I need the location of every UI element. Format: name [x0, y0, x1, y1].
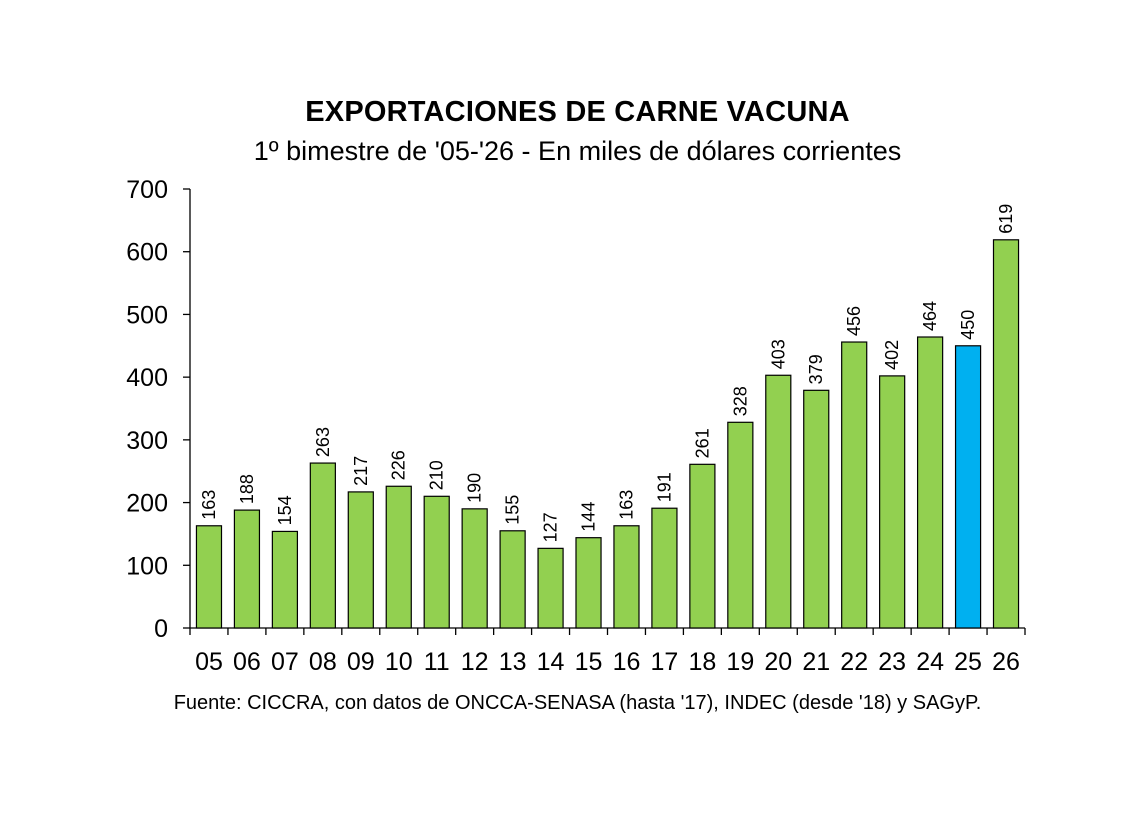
bar-08	[309, 462, 336, 629]
y-tick-label: 300	[126, 427, 168, 455]
value-label-10: 226	[389, 450, 409, 480]
bar-10	[385, 485, 412, 629]
y-tick-label: 600	[126, 239, 168, 267]
bar-14	[537, 547, 564, 629]
x-tick-label-25: 25	[954, 648, 982, 676]
bar-22	[841, 341, 868, 629]
bar-09	[347, 491, 374, 629]
x-tick-label-13: 13	[499, 648, 527, 676]
y-tick-label: 500	[126, 301, 168, 329]
bar-13	[499, 530, 526, 629]
value-label-08: 263	[313, 427, 333, 457]
value-label-16: 163	[616, 490, 636, 520]
x-tick-label-17: 17	[651, 648, 679, 676]
bar-24	[916, 336, 944, 629]
bar-25	[954, 345, 982, 629]
bar-16	[613, 525, 640, 629]
x-tick-label-22: 22	[840, 648, 868, 676]
y-tick-label: 200	[126, 490, 168, 518]
bar-20	[765, 374, 792, 629]
x-tick-label-16: 16	[613, 648, 641, 676]
value-label-23: 402	[882, 340, 902, 370]
chart-subtitle: 1º bimestre de '05-'26 - En miles de dól…	[253, 136, 902, 166]
value-label-24: 464	[920, 301, 940, 331]
bar-19	[727, 421, 754, 629]
x-tick-label-26: 26	[992, 648, 1020, 676]
value-label-13: 155	[503, 495, 523, 525]
x-tick-label-12: 12	[461, 648, 489, 676]
value-label-17: 191	[654, 472, 674, 502]
bar-18	[689, 463, 716, 629]
x-tick-label-14: 14	[537, 648, 565, 676]
bar-21	[803, 389, 830, 629]
x-tick-label-11: 11	[424, 648, 450, 676]
x-tick-label-10: 10	[385, 648, 413, 676]
bar-15	[575, 537, 602, 629]
x-tick-label-08: 08	[309, 648, 337, 676]
x-tick-label-09: 09	[347, 648, 375, 676]
value-label-26: 619	[996, 204, 1016, 234]
x-tick-label-19: 19	[726, 648, 754, 676]
value-label-06: 188	[237, 474, 257, 504]
x-tick-label-15: 15	[575, 648, 603, 676]
value-label-09: 217	[351, 456, 371, 486]
x-tick-label-20: 20	[764, 648, 792, 676]
bar-11	[423, 495, 450, 629]
bar-06	[233, 509, 261, 629]
x-tick-label-21: 21	[802, 648, 830, 676]
y-tick-label: 100	[126, 552, 168, 580]
bar-17	[651, 507, 678, 629]
value-label-07: 154	[275, 495, 295, 525]
bar-12	[461, 508, 488, 629]
x-tick-label-23: 23	[878, 648, 906, 676]
chart-source-note: Fuente: CICCRA, con datos de ONCCA-SENAS…	[173, 692, 982, 714]
y-tick-label: 0	[154, 615, 168, 643]
value-label-19: 328	[730, 386, 750, 416]
bar-26	[992, 239, 1020, 629]
value-label-20: 403	[768, 339, 788, 369]
x-tick-label-05: 05	[195, 648, 223, 676]
value-label-05: 163	[199, 490, 219, 520]
y-tick-label: 700	[126, 176, 168, 204]
x-tick-label-07: 07	[271, 648, 299, 676]
value-label-22: 456	[844, 306, 864, 336]
value-label-18: 261	[692, 428, 712, 458]
bar-05	[195, 525, 223, 629]
bar-23	[879, 375, 906, 629]
value-label-12: 190	[465, 473, 485, 503]
x-tick-label-24: 24	[916, 648, 944, 676]
value-label-25: 450	[958, 310, 978, 340]
x-tick-label-06: 06	[233, 648, 261, 676]
value-label-21: 379	[806, 354, 826, 384]
y-tick-label: 400	[126, 364, 168, 392]
value-label-14: 127	[541, 512, 561, 542]
value-label-15: 144	[579, 502, 599, 532]
value-label-11: 210	[427, 460, 447, 490]
bar-07	[271, 530, 299, 629]
x-tick-label-18: 18	[688, 648, 716, 676]
chart-title: EXPORTACIONES DE CARNE VACUNA	[305, 96, 850, 128]
